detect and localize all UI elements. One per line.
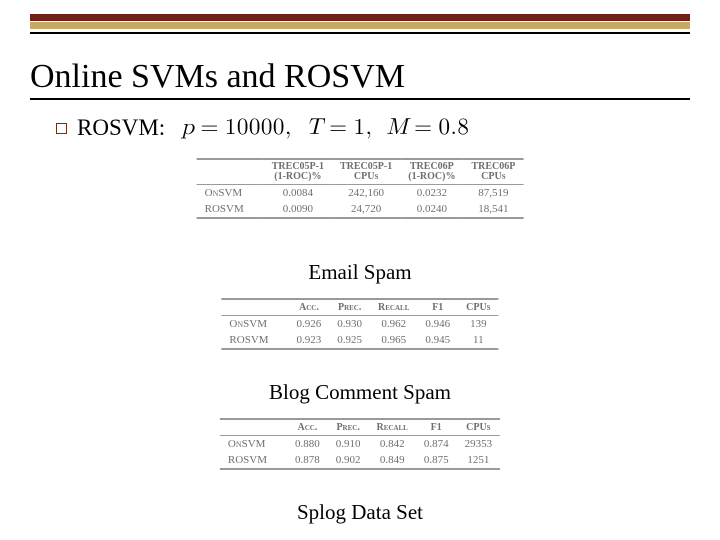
rosvm-label: ROSVM: xyxy=(77,115,165,141)
caption-splog: Splog Data Set xyxy=(0,500,720,525)
table-cell: 0.874 xyxy=(416,436,457,453)
row-name: OnSVM xyxy=(197,185,264,202)
table-cell: 242,160 xyxy=(332,185,400,202)
column-header: Recall xyxy=(369,419,416,436)
column-header: CPUs xyxy=(458,299,498,316)
table-email-spam: TREC05P-1(1-ROC)%TREC05P-1CPUsTREC06P(1-… xyxy=(197,158,524,219)
table-cell: 0.875 xyxy=(416,452,457,469)
row-name: OnSVM xyxy=(221,316,288,333)
column-header: Prec. xyxy=(329,299,370,316)
page-title: Online SVMs and ROSVM xyxy=(30,58,405,96)
square-bullet-icon xyxy=(56,123,67,134)
table-row: OnSVM0.0084242,1600.023287,519 xyxy=(197,185,524,202)
title-bar-thin xyxy=(30,32,690,34)
column-header: TREC06PCPUs xyxy=(463,159,523,185)
column-header: CPUs xyxy=(457,419,501,436)
table-cell: 139 xyxy=(458,316,498,333)
column-header: TREC05P-1CPUs xyxy=(332,159,400,185)
table-cell: 24,720 xyxy=(332,201,400,218)
table-cell: 0.878 xyxy=(287,452,328,469)
table-cell: 0.880 xyxy=(287,436,328,453)
row-header-blank xyxy=(221,299,288,316)
column-header: Prec. xyxy=(328,419,369,436)
table-cell: 0.902 xyxy=(328,452,369,469)
table-row: OnSVM0.9260.9300.9620.946139 xyxy=(221,316,498,333)
table-row: OnSVM0.8800.9100.8420.87429353 xyxy=(220,436,500,453)
table-cell: 0.962 xyxy=(370,316,417,333)
caption-email: Email Spam xyxy=(0,260,720,285)
title-bar-top xyxy=(30,14,690,21)
table-row: ROSVM0.8780.9020.8490.8751251 xyxy=(220,452,500,469)
column-header: F1 xyxy=(417,299,458,316)
table-cell: 0.926 xyxy=(289,316,330,333)
title-bar-mid xyxy=(30,22,690,29)
column-header: Acc. xyxy=(287,419,328,436)
table-cell: 0.842 xyxy=(369,436,416,453)
table-row: ROSVM0.9230.9250.9650.94511 xyxy=(221,332,498,349)
row-name: ROSVM xyxy=(220,452,287,469)
caption-blog: Blog Comment Spam xyxy=(0,380,720,405)
row-name: ROSVM xyxy=(197,201,264,218)
table-cell: 0.923 xyxy=(289,332,330,349)
rosvm-params: p=10000, T=1, M=0.8 xyxy=(181,114,469,142)
table-cell: 87,519 xyxy=(463,185,523,202)
table-cell: 0.910 xyxy=(328,436,369,453)
table-cell: 0.0090 xyxy=(264,201,332,218)
table-cell: 0.946 xyxy=(417,316,458,333)
table-cell: 0.0240 xyxy=(400,201,463,218)
title-underline xyxy=(30,98,690,100)
table-cell: 0.945 xyxy=(417,332,458,349)
row-header-blank xyxy=(220,419,287,436)
column-header: Recall xyxy=(370,299,417,316)
column-header: TREC06P(1-ROC)% xyxy=(400,159,463,185)
row-header-blank xyxy=(197,159,264,185)
table-cell: 0.930 xyxy=(329,316,370,333)
table-cell: 29353 xyxy=(457,436,501,453)
row-name: ROSVM xyxy=(221,332,288,349)
table-cell: 1251 xyxy=(457,452,501,469)
table-cell: 11 xyxy=(458,332,498,349)
bullet-row: ROSVM: p=10000, T=1, M=0.8 xyxy=(56,114,469,142)
table-cell: 0.0084 xyxy=(264,185,332,202)
table-cell: 18,541 xyxy=(463,201,523,218)
row-name: OnSVM xyxy=(220,436,287,453)
table-row: ROSVM0.009024,7200.024018,541 xyxy=(197,201,524,218)
table-blog-comment-spam: Acc.Prec.RecallF1CPUsOnSVM0.9260.9300.96… xyxy=(221,298,498,350)
column-header: TREC05P-1(1-ROC)% xyxy=(264,159,332,185)
column-header: F1 xyxy=(416,419,457,436)
table-cell: 0.925 xyxy=(329,332,370,349)
table-cell: 0.965 xyxy=(370,332,417,349)
table-cell: 0.849 xyxy=(369,452,416,469)
table-cell: 0.0232 xyxy=(400,185,463,202)
table-splog: Acc.Prec.RecallF1CPUsOnSVM0.8800.9100.84… xyxy=(220,418,500,470)
column-header: Acc. xyxy=(289,299,330,316)
